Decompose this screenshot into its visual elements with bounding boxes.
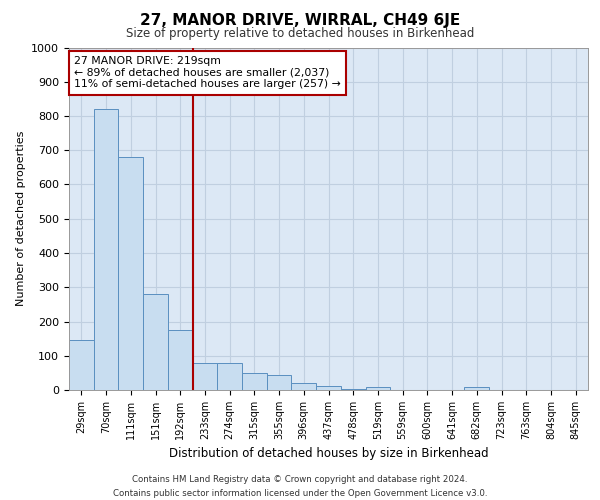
Bar — [69, 340, 94, 390]
Bar — [316, 386, 341, 390]
Text: Size of property relative to detached houses in Birkenhead: Size of property relative to detached ho… — [126, 28, 474, 40]
Bar — [217, 364, 242, 390]
Bar — [168, 330, 193, 390]
Bar — [118, 157, 143, 390]
Bar — [341, 389, 365, 390]
Bar — [267, 376, 292, 390]
Text: 27 MANOR DRIVE: 219sqm
← 89% of detached houses are smaller (2,037)
11% of semi-: 27 MANOR DRIVE: 219sqm ← 89% of detached… — [74, 56, 341, 90]
Y-axis label: Number of detached properties: Number of detached properties — [16, 131, 26, 306]
Text: 27, MANOR DRIVE, WIRRAL, CH49 6JE: 27, MANOR DRIVE, WIRRAL, CH49 6JE — [140, 12, 460, 28]
Bar — [292, 383, 316, 390]
Bar — [365, 386, 390, 390]
Text: Contains HM Land Registry data © Crown copyright and database right 2024.
Contai: Contains HM Land Registry data © Crown c… — [113, 476, 487, 498]
X-axis label: Distribution of detached houses by size in Birkenhead: Distribution of detached houses by size … — [169, 448, 488, 460]
Bar — [193, 364, 217, 390]
Bar — [143, 294, 168, 390]
Bar — [464, 388, 489, 390]
Bar — [242, 373, 267, 390]
Bar — [94, 109, 118, 390]
